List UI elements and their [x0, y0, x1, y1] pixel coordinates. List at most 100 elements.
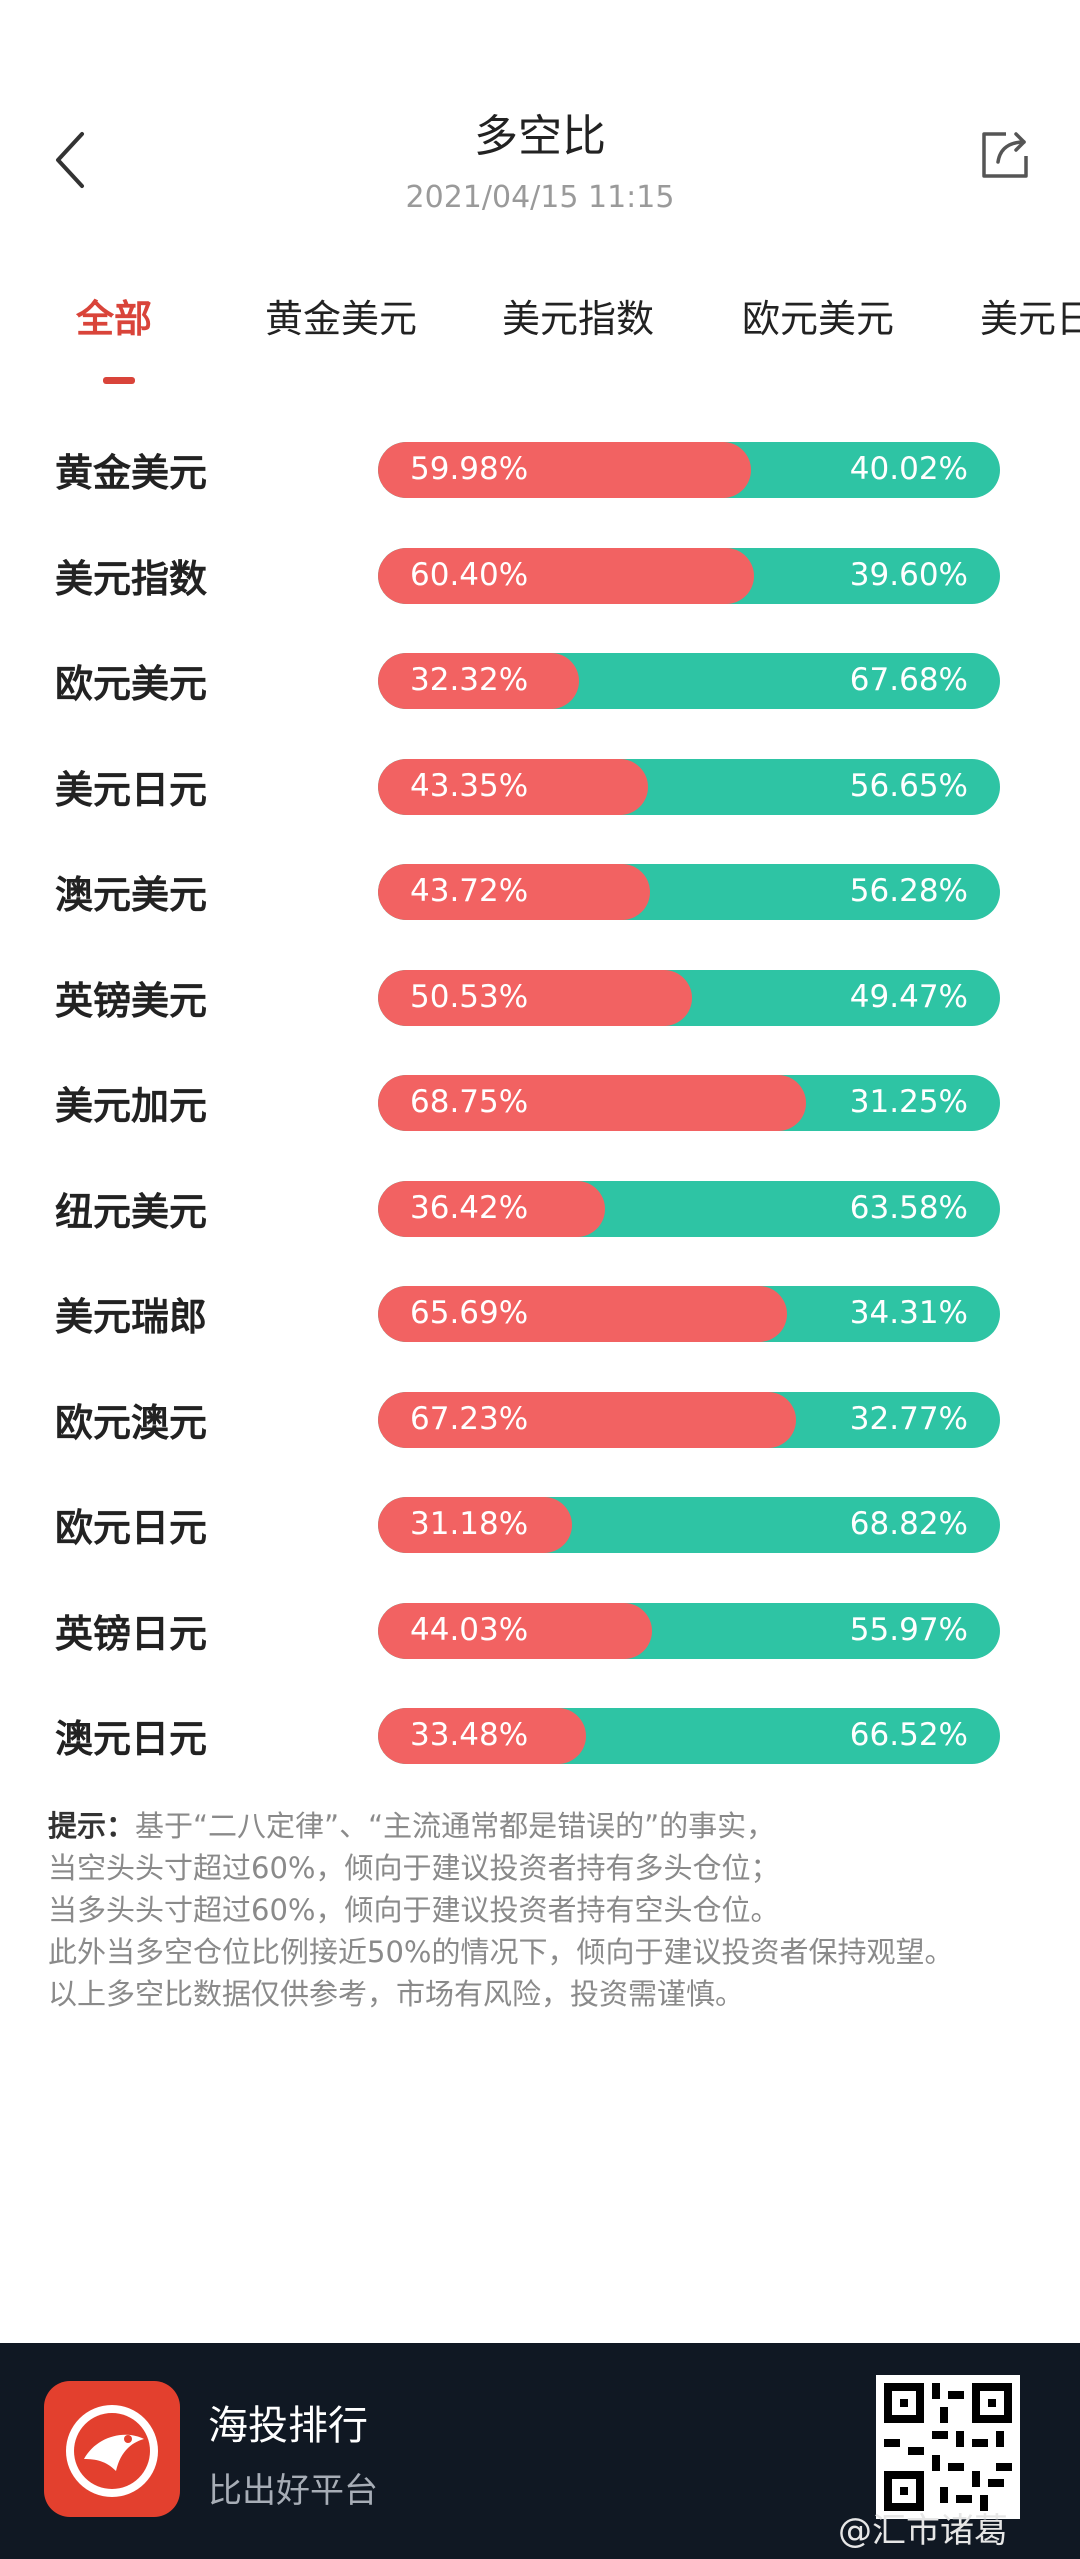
qr-code [876, 2375, 1020, 2519]
ratio-row[interactable]: 澳元美元 43.72% 56.28% [0, 842, 1080, 947]
notes-line-5: 以上多空比数据仅供参考，市场有风险，投资需谨慎。 [48, 1977, 745, 2011]
disclaimer-notes: 提示：基于“二八定律”、“主流通常都是错误的”的事实， 当空头头寸超过60%，倾… [48, 1805, 1038, 2015]
ratio-bar: 43.35% 56.65% [378, 758, 1000, 815]
promo-footer[interactable]: 海投排行 比出好平台 @汇市诸葛 [0, 2343, 1080, 2559]
ratio-row[interactable]: 纽元美元 36.42% 63.58% [0, 1159, 1080, 1264]
ratio-row[interactable]: 美元瑞郎 65.69% 34.31% [0, 1264, 1080, 1369]
tab-usd-index[interactable]: 美元指数 [502, 297, 655, 341]
row-label: 美元加元 [55, 1084, 208, 1128]
long-percent: 33.48% [410, 1717, 529, 1753]
app-slogan: 比出好平台 [208, 2471, 378, 2511]
long-segment [378, 442, 752, 498]
long-percent: 68.75% [410, 1084, 529, 1120]
tab-usd-jpy[interactable]: 美元日 [980, 297, 1080, 341]
ratio-bar: 36.42% 63.58% [378, 1180, 1000, 1237]
short-percent: 56.28% [849, 873, 968, 909]
short-percent: 68.82% [849, 1506, 968, 1542]
row-label: 欧元美元 [55, 662, 208, 706]
long-percent: 67.23% [410, 1400, 529, 1437]
header: 多空比 2021/04/15 11:15 [0, 0, 1080, 230]
long-percent: 59.98% [410, 451, 529, 487]
long-segment [378, 653, 580, 709]
short-percent: 34.31% [849, 1295, 968, 1331]
long-segment [378, 1075, 806, 1131]
short-percent: 66.52% [849, 1717, 968, 1753]
ratio-row[interactable]: 美元日元 43.35% 56.65% [0, 737, 1080, 842]
long-segment [378, 547, 754, 604]
row-label: 美元日元 [55, 767, 208, 812]
row-label: 美元瑞郎 [55, 1295, 208, 1339]
long-segment [378, 758, 648, 815]
ratio-row[interactable]: 黄金美元 59.98% 40.02% [0, 420, 1080, 525]
long-percent: 31.18% [410, 1506, 529, 1542]
ratio-row[interactable]: 欧元日元 31.18% 68.82% [0, 1475, 1080, 1580]
long-segment [378, 1180, 605, 1237]
long-segment [378, 969, 693, 1026]
short-percent: 49.47% [849, 978, 968, 1015]
row-label: 欧元日元 [55, 1506, 208, 1550]
ratio-bar: 50.53% 49.47% [378, 969, 1000, 1026]
ratio-bar: 60.40% 39.60% [378, 547, 1000, 604]
watermark-text: @汇市诸葛 [838, 2511, 1008, 2551]
row-label: 澳元日元 [55, 1717, 208, 1761]
notes-lead: 提示： [48, 1809, 136, 1843]
ratio-bar: 44.03% 55.97% [378, 1602, 1000, 1659]
long-segment [378, 1708, 587, 1764]
tab-eur-usd[interactable]: 欧元美元 [742, 297, 895, 341]
long-percent: 44.03% [410, 1611, 529, 1648]
long-segment [378, 1286, 787, 1342]
long-percent: 50.53% [410, 978, 529, 1015]
row-label: 英镑日元 [55, 1611, 208, 1656]
row-label: 纽元美元 [55, 1189, 208, 1234]
long-segment [378, 864, 650, 920]
short-percent: 32.77% [849, 1400, 968, 1437]
long-percent: 65.69% [410, 1295, 529, 1331]
page-title: 多空比 [474, 111, 606, 162]
short-percent: 56.65% [849, 767, 968, 804]
long-percent: 36.42% [410, 1189, 529, 1226]
chevron-left-icon [56, 132, 84, 188]
short-percent: 55.97% [849, 1611, 968, 1648]
short-percent: 40.02% [849, 451, 968, 487]
app-name: 海投排行 [208, 2403, 368, 2449]
ratio-row[interactable]: 澳元日元 33.48% 66.52% [0, 1686, 1080, 1791]
tab-all[interactable]: 全部 [76, 297, 153, 341]
row-label: 英镑美元 [55, 978, 208, 1023]
row-label: 欧元澳元 [55, 1400, 208, 1445]
notes-line-1: 提示：基于“二八定律”、“主流通常都是错误的”的事实， [48, 1809, 776, 1843]
row-label: 黄金美元 [55, 451, 208, 495]
short-percent: 63.58% [849, 1189, 968, 1226]
ratio-bar: 65.69% 34.31% [378, 1286, 1000, 1342]
ratio-row[interactable]: 欧元美元 32.32% 67.68% [0, 631, 1080, 736]
ratio-row[interactable]: 美元指数 60.40% 39.60% [0, 526, 1080, 631]
short-percent: 67.68% [849, 662, 968, 698]
notes-line-2: 当空头头寸超过60%，倾向于建议投资者持有多头仓位； [48, 1851, 780, 1885]
long-segment [378, 1497, 572, 1553]
ratio-row[interactable]: 美元加元 68.75% 31.25% [0, 1053, 1080, 1158]
ratio-row[interactable]: 英镑日元 44.03% 55.97% [0, 1581, 1080, 1686]
ratio-bar: 59.98% 40.02% [378, 442, 1000, 498]
ratio-bar: 33.48% 66.52% [378, 1708, 1000, 1764]
ratio-row[interactable]: 英镑美元 50.53% 49.47% [0, 948, 1080, 1053]
tab-active-indicator [103, 377, 135, 384]
ratio-bar: 31.18% 68.82% [378, 1497, 1000, 1553]
ratio-bar: 67.23% 32.77% [378, 1391, 1000, 1448]
app-logo-icon [44, 2381, 180, 2517]
ratio-row[interactable]: 欧元澳元 67.23% 32.77% [0, 1370, 1080, 1475]
notes-line-3: 当多头头寸超过60%，倾向于建议投资者持有空头仓位。 [48, 1893, 780, 1927]
row-label: 美元指数 [55, 556, 208, 601]
long-percent: 60.40% [410, 556, 529, 593]
long-percent: 43.72% [410, 873, 529, 909]
ratio-bar: 68.75% 31.25% [378, 1075, 1000, 1131]
short-percent: 31.25% [849, 1084, 968, 1120]
share-button[interactable] [970, 120, 1040, 190]
tab-gold-usd[interactable]: 黄金美元 [265, 297, 418, 341]
long-segment [378, 1391, 797, 1448]
notes-line-4: 此外当多空仓位比例接近50%的情况下，倾向于建议投资者保持观望。 [48, 1935, 954, 1969]
long-percent: 32.32% [410, 662, 529, 698]
row-label: 澳元美元 [55, 873, 208, 917]
back-button[interactable] [40, 120, 100, 200]
short-percent: 39.60% [849, 556, 968, 593]
long-percent: 43.35% [410, 767, 529, 804]
share-icon [982, 132, 1028, 178]
